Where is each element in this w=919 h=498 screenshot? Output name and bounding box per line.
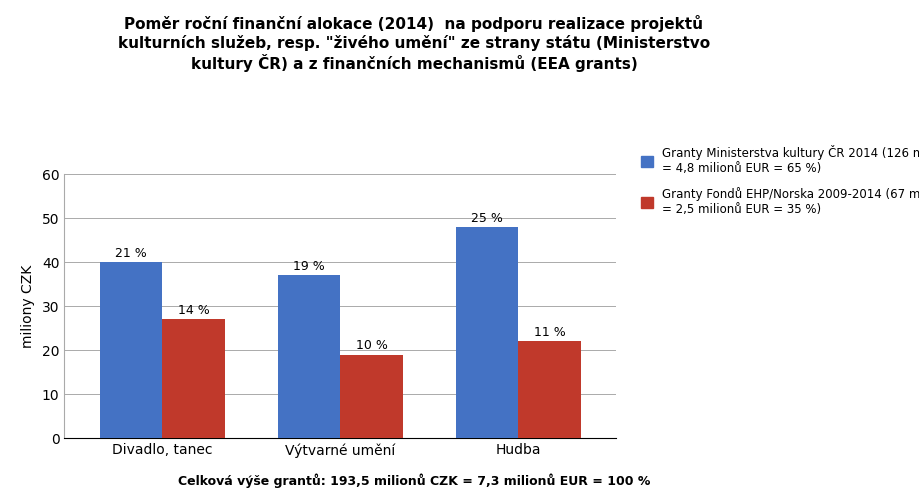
Y-axis label: miliony CZK: miliony CZK (21, 264, 35, 348)
Bar (456, 227, 518, 438)
Legend: Granty Ministerstva kultury ČR 2014 (126 milionů CZK
= 4,8 milionů EUR = 65 %), : Granty Ministerstva kultury ČR 2014 (126… (640, 145, 919, 216)
Bar (340, 355, 403, 438)
Text: 25 %: 25 % (471, 212, 503, 225)
Text: 11 %: 11 % (533, 326, 565, 339)
Text: 19 %: 19 % (293, 260, 324, 273)
Bar (162, 320, 224, 438)
Text: Celková výše grantů: 193,5 milionů CZK = 7,3 milionů EUR = 100 %: Celková výše grantů: 193,5 milionů CZK =… (177, 474, 650, 488)
Text: 14 %: 14 % (177, 304, 210, 317)
Bar (518, 342, 580, 438)
Text: 21 %: 21 % (115, 247, 147, 260)
Text: 10 %: 10 % (356, 340, 387, 353)
Bar (278, 275, 340, 438)
Bar (100, 262, 162, 438)
Text: Poměr roční finanční alokace (2014)  na podporu realizace projektů
kulturních sl: Poměr roční finanční alokace (2014) na p… (118, 15, 709, 72)
